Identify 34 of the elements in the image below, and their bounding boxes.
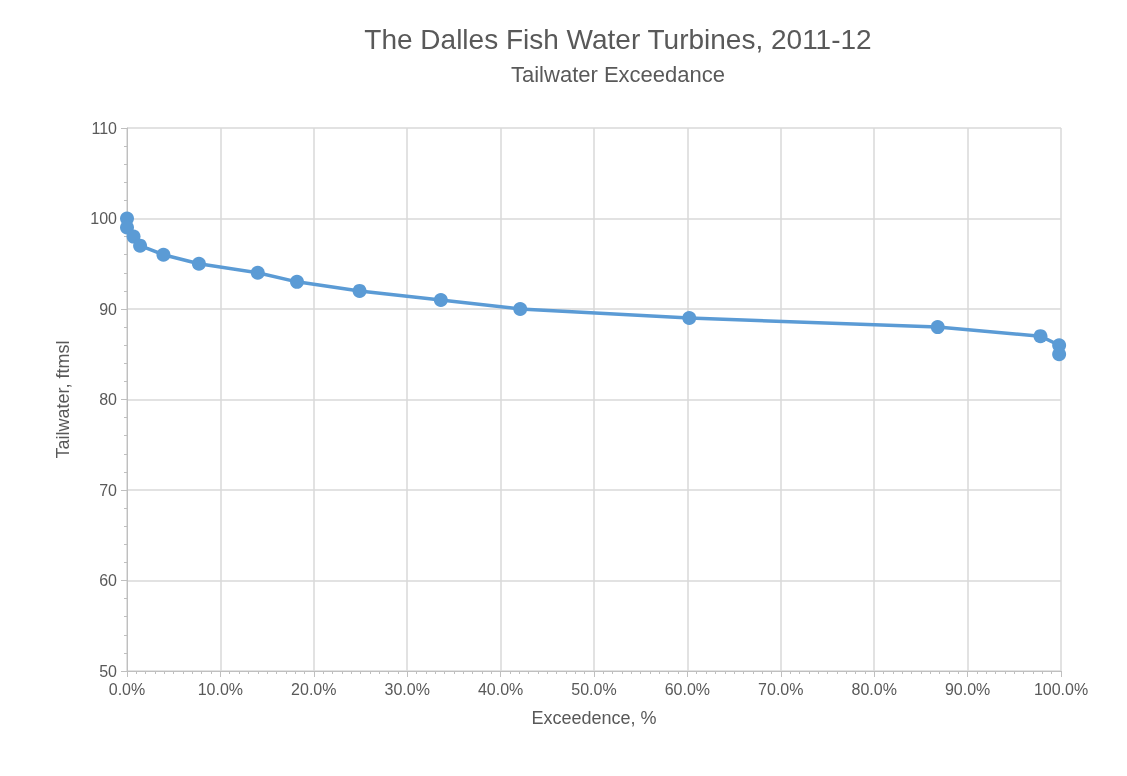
x-tick-label: 40.0% [477,680,524,698]
x-tick-label: 90.0% [944,680,991,698]
x-axis-title: Exceedence, % [531,708,657,728]
x-tick-label: 0.0% [108,680,146,698]
y-axis-title: Tailwater, ftmsl [53,340,73,459]
x-tick-label: 100.0% [1033,680,1089,698]
chart-title: The Dalles Fish Water Turbines, 2011-12 [364,23,872,55]
point [433,292,448,307]
x-tick-label: 20.0% [291,680,337,698]
point [1052,347,1067,362]
x-tick-label: 60.0% [664,680,711,698]
point [290,274,304,289]
x-tick-label: 50.0% [571,680,617,698]
point [133,238,148,253]
x-tick-label: 10.0% [197,680,244,698]
y-tick-label: 100 [90,210,118,227]
point [930,320,945,335]
y-tick-label: 110 [91,119,118,137]
x-tick-label: 80.0% [851,680,897,698]
point [191,256,206,271]
point [682,311,697,326]
point [156,247,171,262]
point [352,283,367,298]
y-tick-label: 60 [99,572,118,589]
y-tick-label: 70 [99,481,118,499]
chart-subtitle: Tailwater Exceedance [510,61,726,87]
point [513,302,528,316]
x-tick-label: 30.0% [384,680,430,698]
y-tick-label: 80 [99,391,118,408]
y-tick-label: 90 [99,300,118,318]
point [250,265,265,280]
x-tick-label: 70.0% [758,680,804,698]
point [1033,329,1048,344]
y-tick-label: 50 [99,662,118,680]
